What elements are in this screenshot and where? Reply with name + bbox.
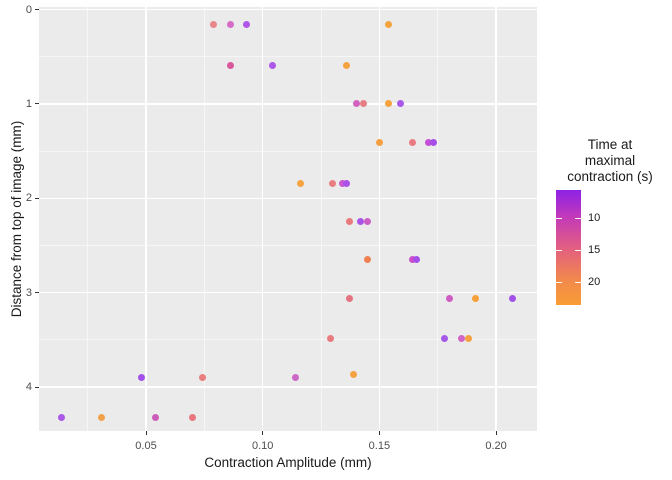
x-minor-gridline xyxy=(203,7,205,431)
colorbar-legend: Time at maximal contraction (s) xyxy=(549,137,671,185)
data-point xyxy=(357,218,365,226)
data-point xyxy=(343,61,351,69)
data-point xyxy=(268,61,276,69)
data-point xyxy=(198,374,206,382)
y-minor-gridline xyxy=(39,56,537,58)
data-point xyxy=(375,139,383,147)
y-axis-tick xyxy=(35,103,39,105)
y-major-gridline xyxy=(39,291,537,294)
y-tick-label: 0 xyxy=(25,3,32,16)
data-point xyxy=(345,294,353,302)
legend-tick-mark xyxy=(575,282,581,283)
y-major-gridline xyxy=(39,386,537,388)
data-point xyxy=(352,100,360,108)
y-axis-title: Distance from top of image (mm) xyxy=(9,120,24,318)
y-minor-gridline xyxy=(39,245,537,246)
legend-tick-label: 15 xyxy=(588,244,601,257)
legend-title: Time at maximal contraction (s) xyxy=(549,137,671,185)
legend-tick-mark xyxy=(556,218,562,220)
legend-title-line-1: Time at xyxy=(587,137,633,152)
x-major-gridline xyxy=(378,7,381,431)
data-point xyxy=(457,335,465,343)
legend-title-line-3: contraction (s) xyxy=(567,169,653,184)
y-axis-tick xyxy=(35,292,39,294)
y-major-gridline xyxy=(39,103,537,105)
data-point xyxy=(326,335,334,343)
data-point xyxy=(441,335,449,343)
data-point xyxy=(226,61,234,69)
data-point xyxy=(364,218,372,226)
data-point xyxy=(338,179,346,187)
data-point xyxy=(385,21,393,29)
data-point xyxy=(364,256,372,264)
legend-tick-mark xyxy=(556,282,562,283)
data-point xyxy=(359,100,367,108)
y-major-gridline xyxy=(39,8,537,11)
data-point xyxy=(396,100,404,108)
x-major-gridline xyxy=(261,7,264,431)
legend-tick-label: 10 xyxy=(588,212,601,225)
data-point xyxy=(226,21,234,29)
data-point xyxy=(508,294,516,302)
data-point xyxy=(343,179,351,187)
y-tick-label: 3 xyxy=(25,286,32,299)
x-major-gridline xyxy=(145,7,147,431)
data-point xyxy=(408,139,416,147)
data-point xyxy=(98,413,106,421)
data-point xyxy=(58,413,66,421)
x-minor-gridline xyxy=(320,7,322,431)
legend-tick-label: 20 xyxy=(588,276,601,288)
y-tick-label: 1 xyxy=(25,97,32,110)
data-point xyxy=(424,139,432,147)
legend-tick-mark xyxy=(575,250,581,252)
data-point xyxy=(345,218,353,226)
data-point xyxy=(291,374,299,382)
data-point xyxy=(296,179,304,187)
y-minor-gridline xyxy=(39,150,537,152)
legend-tick-mark xyxy=(556,250,562,252)
data-point xyxy=(429,139,437,147)
legend-tick-mark xyxy=(575,218,581,220)
y-axis-tick xyxy=(35,386,39,388)
data-point xyxy=(329,179,337,187)
y-major-gridline xyxy=(39,197,537,200)
x-tick-label: 0.20 xyxy=(485,440,507,452)
x-axis-tick xyxy=(145,431,147,435)
data-point xyxy=(471,294,479,302)
y-minor-gridline xyxy=(39,339,537,341)
x-axis-tick xyxy=(378,431,380,435)
data-point xyxy=(413,256,421,264)
data-point xyxy=(464,335,472,343)
data-point xyxy=(137,374,145,382)
x-axis-title: Contraction Amplitude (mm) xyxy=(204,455,372,470)
data-point xyxy=(408,256,416,264)
y-tick-label: 4 xyxy=(25,381,32,394)
x-minor-gridline xyxy=(87,7,89,431)
data-point xyxy=(350,371,358,379)
data-point xyxy=(385,100,393,108)
data-point xyxy=(210,21,218,29)
legend-title-line-2: maximal xyxy=(584,153,636,168)
x-axis-tick xyxy=(262,431,264,435)
y-axis-tick xyxy=(35,9,39,10)
x-axis-tick xyxy=(495,431,497,435)
data-point xyxy=(445,294,453,302)
x-minor-gridline xyxy=(437,7,439,431)
x-tick-label: 0.15 xyxy=(368,440,391,452)
y-tick-label: 2 xyxy=(25,192,32,205)
x-tick-label: 0.05 xyxy=(135,440,157,452)
y-axis-tick xyxy=(35,197,39,199)
data-point xyxy=(189,413,197,421)
x-major-gridline xyxy=(495,7,497,431)
data-point xyxy=(242,21,250,29)
legend-gradient-bar xyxy=(556,190,581,305)
data-point xyxy=(151,413,159,421)
plot-panel xyxy=(39,7,537,431)
x-tick-label: 0.10 xyxy=(251,440,274,452)
